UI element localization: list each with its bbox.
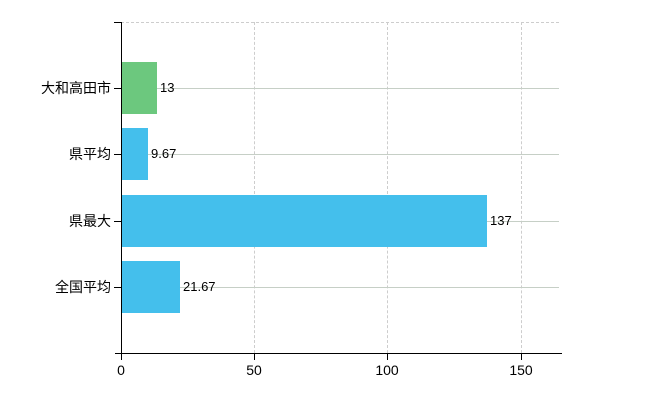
gridline-top-border <box>121 22 559 23</box>
y-axis-tick <box>114 154 121 155</box>
value-label: 13 <box>160 80 175 95</box>
gridline-horizontal <box>121 88 559 89</box>
x-axis-tick <box>121 353 122 360</box>
x-tick-label: 100 <box>375 362 399 378</box>
gridline-horizontal <box>121 154 559 155</box>
chart-bar <box>122 195 487 247</box>
x-axis-line <box>115 353 562 354</box>
gridline-vertical <box>387 22 388 353</box>
y-axis-tick <box>114 287 121 288</box>
x-tick-label: 50 <box>246 362 262 378</box>
chart-bar <box>122 128 148 180</box>
category-label: 全国平均 <box>55 279 111 295</box>
category-label: 県平均 <box>69 146 111 162</box>
value-label: 137 <box>490 213 512 228</box>
category-label: 大和高田市 <box>41 80 111 96</box>
y-axis-tick <box>114 221 121 222</box>
value-label: 9.67 <box>151 146 177 161</box>
category-label: 県最大 <box>69 213 111 229</box>
x-axis-tick <box>521 353 522 360</box>
y-axis-tick <box>114 22 121 23</box>
x-tick-label: 150 <box>509 362 533 378</box>
gridline-vertical <box>521 22 522 353</box>
y-axis-line <box>121 22 122 360</box>
x-axis-tick <box>387 353 388 360</box>
x-axis-tick <box>254 353 255 360</box>
y-axis-tick <box>114 88 121 89</box>
gridline-vertical <box>254 22 255 353</box>
x-tick-label: 0 <box>117 362 125 378</box>
chart-bar <box>122 261 180 313</box>
gridline-horizontal <box>121 287 559 288</box>
value-label: 21.67 <box>183 279 216 294</box>
chart-bar <box>122 62 157 114</box>
